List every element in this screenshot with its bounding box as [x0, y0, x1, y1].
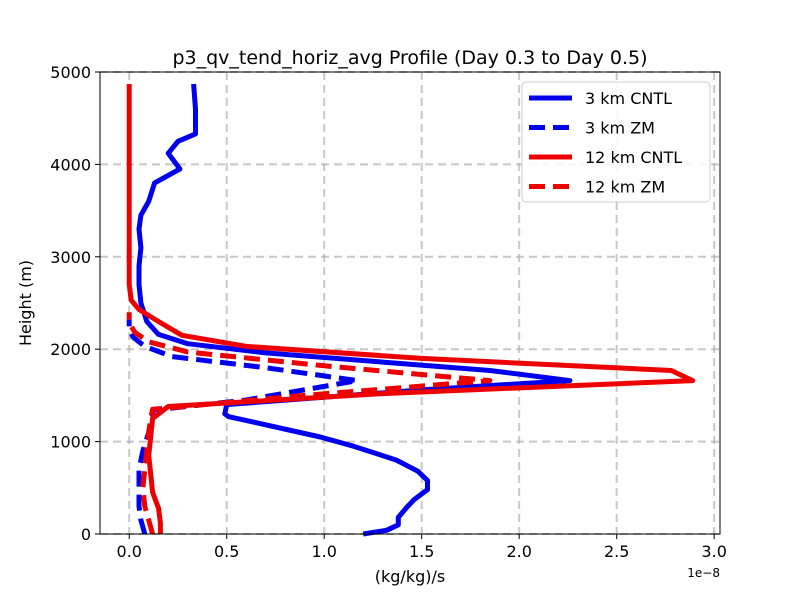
y-tick-label: 1000 — [50, 433, 91, 452]
legend-box — [521, 81, 711, 203]
y-axis-label: Height (m) — [16, 260, 35, 346]
y-tick-label: 4000 — [50, 155, 91, 174]
legend: 3 km CNTL 3 km ZM 12 km CNTL 12 km ZM — [521, 81, 711, 203]
series-line-3 — [126, 84, 696, 534]
x-tick-label: 0.0 — [117, 542, 142, 561]
series-line-4 — [126, 312, 493, 535]
x-tick-label: 1.0 — [311, 542, 336, 561]
legend-label: 12 km ZM — [585, 178, 665, 197]
legend-label: 3 km CNTL — [585, 89, 672, 108]
y-tick-label: 0 — [81, 525, 91, 544]
legend-label: 3 km ZM — [585, 119, 655, 138]
plot-frame — [99, 71, 721, 535]
x-tick-label: 0.5 — [214, 542, 239, 561]
x-tick-label: 2.0 — [506, 542, 531, 561]
x-offset-label: 1e−8 — [687, 566, 720, 580]
x-axis-label: (kg/kg)/s — [375, 567, 445, 586]
x-tick-label: 3.0 — [701, 542, 726, 561]
legend-label: 12 km CNTL — [585, 148, 682, 167]
y-tick-label: 5000 — [50, 63, 91, 82]
x-tick-label: 1.5 — [409, 542, 434, 561]
ticks-layer: 0.0 0.5 1.0 1.5 2.0 2.5 3.0 0 1000 2000 3000 4000 50… — [50, 63, 727, 561]
y-tick-label: 2000 — [50, 340, 91, 359]
chart-title: p3_qv_tend_horiz_avg Profile (Day 0.3 to… — [172, 47, 647, 69]
y-tick-label: 3000 — [50, 248, 91, 267]
series-line-1 — [136, 83, 573, 537]
x-tick-label: 2.5 — [604, 542, 629, 561]
series-layer — [126, 83, 696, 537]
grid-layer — [100, 71, 720, 535]
